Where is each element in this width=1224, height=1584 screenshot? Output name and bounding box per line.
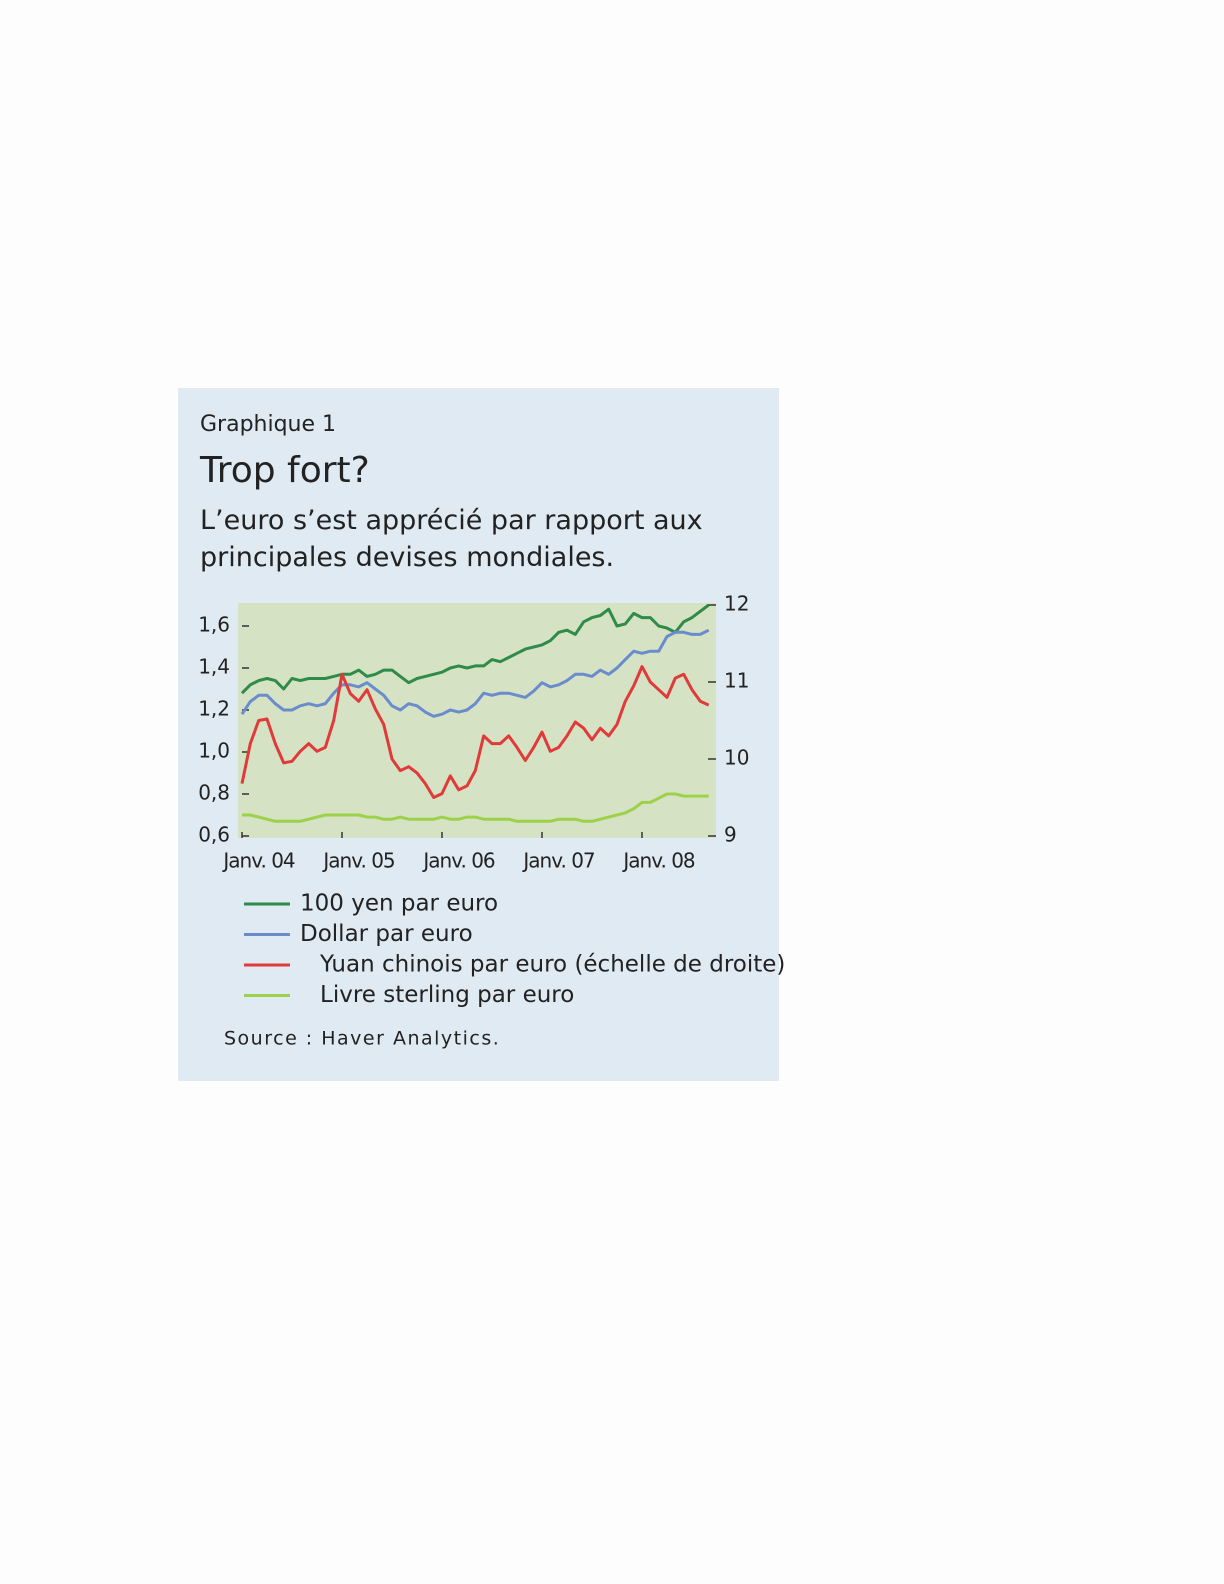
y-tick-label: 0,8 [198,781,230,805]
y-tick-label: 1,2 [198,697,230,721]
figure-label: Graphique 1 [200,412,337,437]
x-tick-label: Janv. 06 [421,849,495,873]
x-tick-label: Janv. 07 [521,849,595,873]
plot-area [238,603,716,838]
x-tick-label: Janv. 08 [621,849,695,873]
series-line [240,603,710,695]
legend-label: Dollar par euro [300,921,473,947]
y2-tick-label: 12 [724,592,749,616]
y-tick-label: 1,0 [198,739,230,763]
series-line [242,792,709,823]
y-tick-label: 1,6 [198,613,230,637]
legend-label: Livre sterling par euro [320,982,574,1008]
y2-tick-label: 9 [724,823,737,847]
series-line [240,628,710,718]
y2-tick-label: 10 [724,746,749,770]
chart-subtitle: L’euro s’est apprécié par rapport aux pr… [200,505,703,573]
series-line [240,665,710,799]
legend-label: 100 yen par euro [300,891,498,917]
legend-label: Yuan chinois par euro (échelle de droite… [319,952,785,978]
chart-title: Trop fort? [200,450,370,491]
y-tick-label: 1,4 [198,655,230,679]
y2-tick-label: 11 [724,669,749,693]
y-tick-label: 0,6 [198,823,230,847]
source: Source : Haver Analytics. [224,1028,500,1050]
x-tick-label: Janv. 04 [221,849,295,873]
x-tick-label: Janv. 05 [321,849,394,873]
